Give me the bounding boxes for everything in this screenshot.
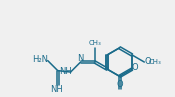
Text: CH₃: CH₃ (149, 59, 162, 65)
Text: O: O (116, 80, 123, 89)
Text: N: N (77, 54, 83, 63)
Text: CH₃: CH₃ (88, 40, 101, 46)
Text: H₂N: H₂N (33, 55, 49, 64)
Text: NH: NH (50, 85, 63, 94)
Text: O: O (144, 57, 151, 66)
Text: NH: NH (59, 67, 72, 76)
Text: O: O (132, 63, 138, 72)
